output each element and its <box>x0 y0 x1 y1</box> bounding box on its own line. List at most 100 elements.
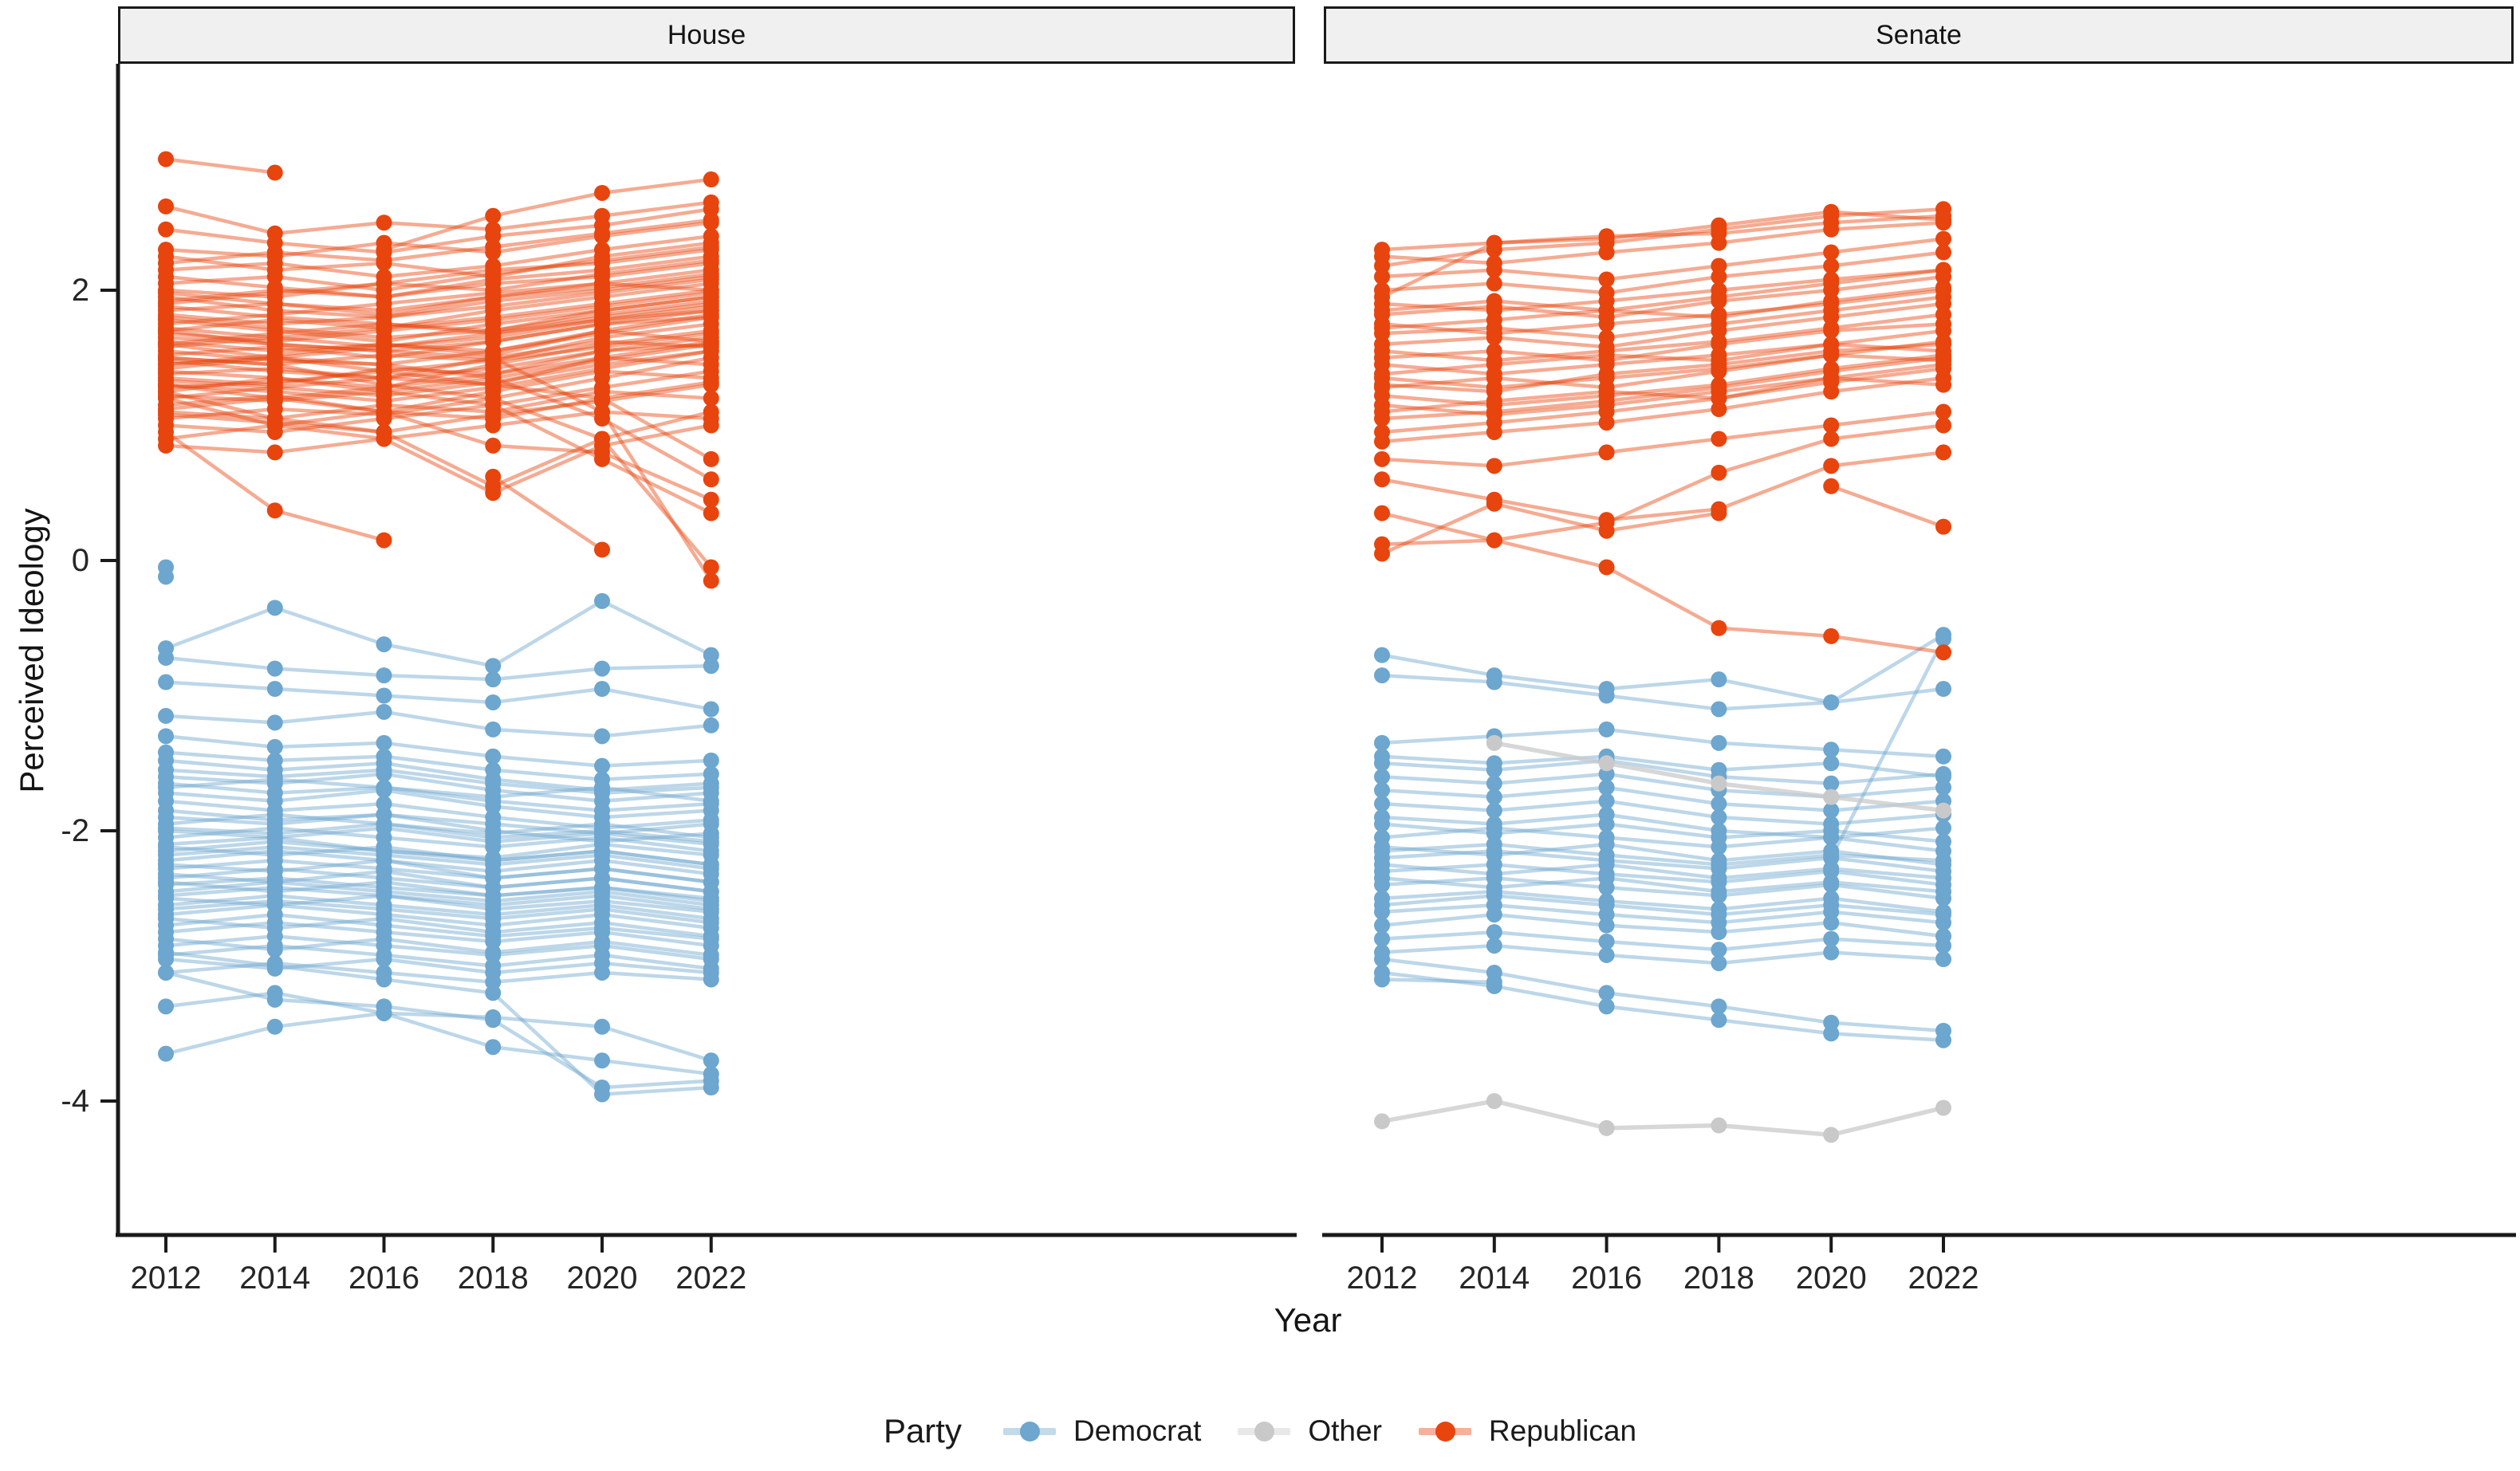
data-point <box>703 1080 719 1096</box>
series-line <box>1381 863 1944 880</box>
data-point <box>485 964 502 981</box>
data-point <box>1935 748 1951 765</box>
data-point <box>1486 866 1502 883</box>
series-line <box>165 894 712 921</box>
data-point <box>1711 217 1727 234</box>
data-point <box>594 343 610 360</box>
series-line <box>165 781 711 812</box>
series-line <box>165 349 712 400</box>
series-line <box>1381 970 1944 1042</box>
data-point <box>1374 320 1390 336</box>
series-line <box>165 342 712 403</box>
data-point <box>376 667 392 684</box>
data-point <box>485 325 502 342</box>
data-point <box>1935 370 1951 387</box>
series-line <box>165 836 711 860</box>
series-line <box>165 272 712 317</box>
series-line <box>165 957 711 975</box>
series-line <box>165 315 712 367</box>
data-point <box>376 796 392 812</box>
data-point <box>1711 309 1727 325</box>
data-point <box>158 151 174 167</box>
data-point <box>1598 329 1615 346</box>
series-line <box>165 937 712 958</box>
series-line <box>165 369 712 435</box>
facet-strip-senate: Senate <box>1324 6 2514 64</box>
data-point <box>376 887 392 904</box>
series-line <box>165 258 712 306</box>
data-point <box>1823 802 1840 819</box>
series-line <box>165 826 712 853</box>
data-point <box>485 985 502 1001</box>
data-point <box>594 390 610 407</box>
series-line <box>165 340 712 411</box>
data-point <box>1935 333 1951 350</box>
data-point <box>1486 234 1502 251</box>
data-point <box>485 397 502 414</box>
other-key-icon <box>1238 1421 1291 1442</box>
data-point <box>1711 501 1727 517</box>
series-line <box>1381 295 1944 340</box>
data-point <box>485 228 502 245</box>
data-point <box>594 802 610 819</box>
data-point <box>1711 258 1727 274</box>
series-line <box>165 309 712 353</box>
data-point <box>703 329 719 346</box>
data-point <box>376 532 392 549</box>
data-point <box>703 271 719 288</box>
series-line <box>165 277 712 326</box>
data-point <box>266 390 283 407</box>
data-point <box>1374 411 1390 427</box>
data-point <box>1486 755 1502 772</box>
data-point <box>1374 951 1390 968</box>
data-point <box>594 660 610 677</box>
series-line <box>165 943 712 971</box>
data-point <box>1711 883 1727 900</box>
data-point <box>594 914 610 931</box>
data-point <box>266 771 283 788</box>
series-line <box>1381 799 1944 826</box>
series-line <box>165 772 711 803</box>
data-point <box>158 322 174 339</box>
data-point <box>1598 512 1615 529</box>
series-line <box>165 254 712 303</box>
data-point <box>594 933 610 950</box>
data-point <box>1711 809 1727 826</box>
data-point <box>266 660 283 677</box>
data-point <box>594 901 610 918</box>
data-point <box>158 242 174 258</box>
series-line <box>165 274 712 320</box>
series-line <box>165 961 711 985</box>
data-point <box>158 255 174 272</box>
data-point <box>1374 917 1390 934</box>
data-point <box>1374 870 1390 887</box>
data-point <box>1935 444 1951 461</box>
data-point <box>1711 360 1727 377</box>
data-point <box>266 269 283 285</box>
data-point <box>266 752 283 769</box>
data-point <box>1374 734 1390 751</box>
data-point <box>266 349 283 366</box>
data-point <box>1598 687 1615 704</box>
data-point <box>1598 985 1615 1001</box>
data-point <box>1711 796 1727 812</box>
series-line <box>491 475 604 552</box>
data-point <box>594 184 610 201</box>
data-point <box>376 843 392 859</box>
data-point <box>485 748 502 765</box>
data-point <box>158 406 174 423</box>
series-line <box>165 342 712 482</box>
data-point <box>485 658 502 675</box>
series-line <box>165 301 712 336</box>
series-line <box>165 885 712 911</box>
data-point <box>376 343 392 360</box>
data-point <box>485 207 502 224</box>
data-point <box>594 312 610 328</box>
facet-label-senate: Senate <box>1876 19 1962 50</box>
series-line <box>165 207 712 254</box>
data-point <box>266 833 283 850</box>
data-point <box>703 343 719 360</box>
series-line <box>165 880 711 900</box>
data-point <box>485 829 502 846</box>
